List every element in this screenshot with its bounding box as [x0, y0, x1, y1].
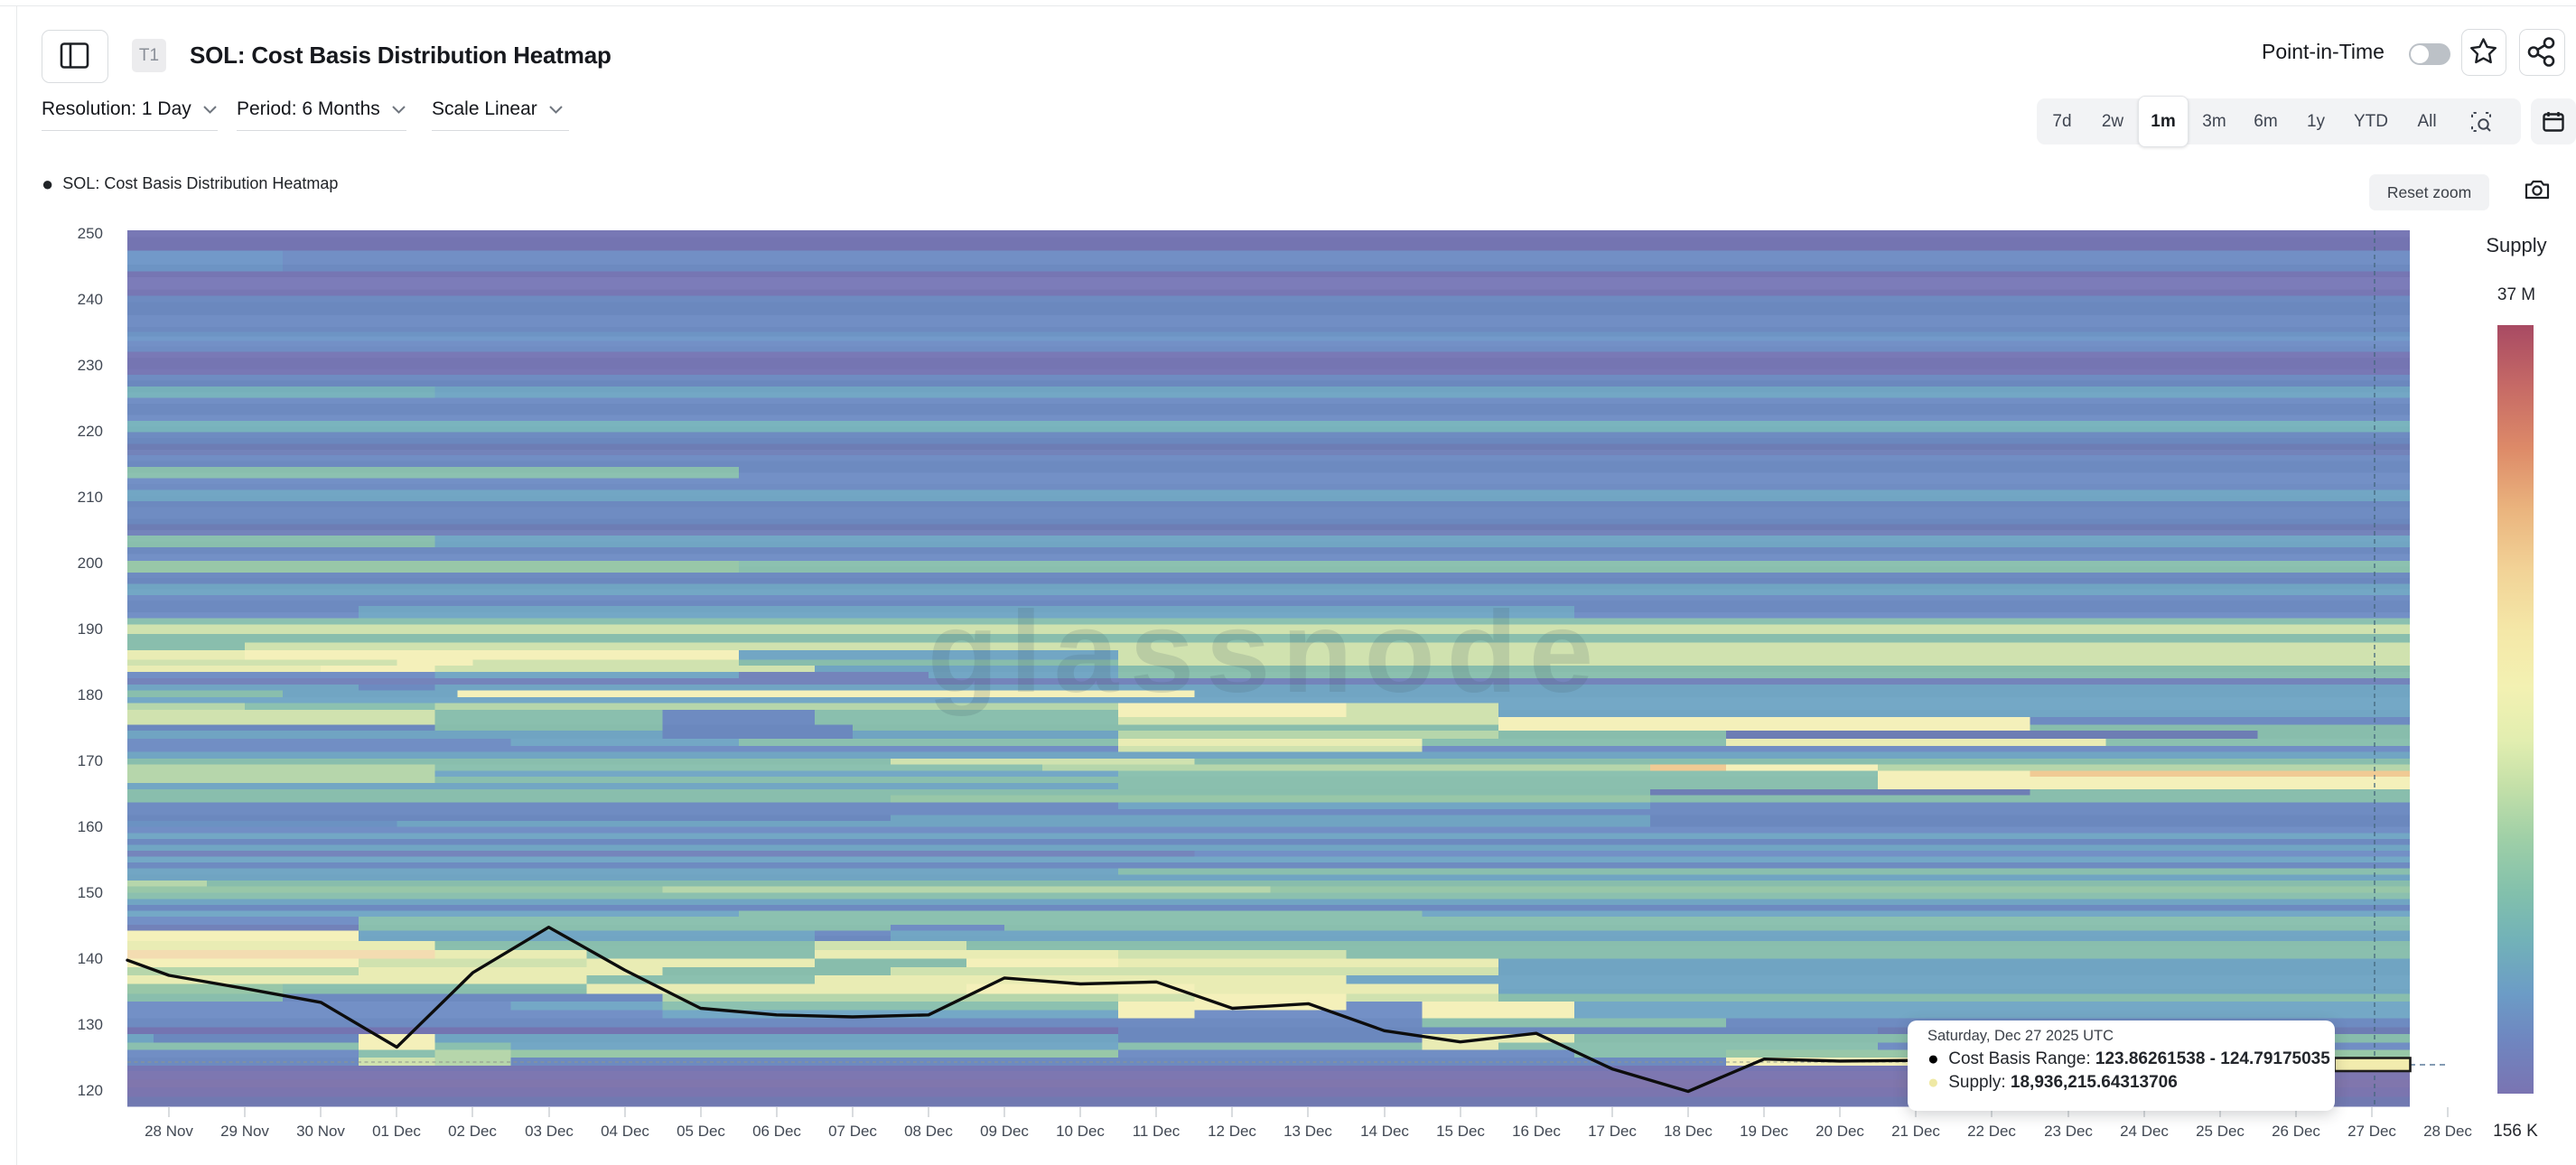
svg-text:21 Dec: 21 Dec: [1891, 1123, 1940, 1140]
svg-text:37 M: 37 M: [2497, 285, 2535, 304]
svg-text:170: 170: [78, 752, 103, 769]
svg-text:10 Dec: 10 Dec: [1056, 1123, 1105, 1140]
svg-text:14 Dec: 14 Dec: [1360, 1123, 1409, 1140]
svg-text:230: 230: [78, 357, 103, 374]
svg-text:07 Dec: 07 Dec: [828, 1123, 877, 1140]
svg-text:240: 240: [78, 291, 103, 308]
svg-text:26 Dec: 26 Dec: [2272, 1123, 2320, 1140]
svg-text:06 Dec: 06 Dec: [752, 1123, 801, 1140]
svg-text:29 Nov: 29 Nov: [220, 1123, 269, 1140]
svg-text:160: 160: [78, 818, 103, 835]
svg-text:09 Dec: 09 Dec: [980, 1123, 1029, 1140]
svg-text:28 Nov: 28 Nov: [145, 1123, 193, 1140]
svg-text:130: 130: [78, 1016, 103, 1033]
svg-text:28 Dec: 28 Dec: [2423, 1123, 2472, 1140]
svg-text:13 Dec: 13 Dec: [1283, 1123, 1332, 1140]
svg-text:01 Dec: 01 Dec: [372, 1123, 421, 1140]
svg-text:19 Dec: 19 Dec: [1740, 1123, 1788, 1140]
svg-text:23 Dec: 23 Dec: [2044, 1123, 2093, 1140]
svg-text:03 Dec: 03 Dec: [525, 1123, 574, 1140]
svg-text:190: 190: [78, 620, 103, 638]
svg-text:180: 180: [78, 686, 103, 704]
svg-text:Supply: Supply: [2486, 234, 2546, 256]
svg-text:16 Dec: 16 Dec: [1512, 1123, 1561, 1140]
svg-text:05 Dec: 05 Dec: [677, 1123, 725, 1140]
svg-text:210: 210: [78, 489, 103, 506]
svg-text:27 Dec: 27 Dec: [2347, 1123, 2396, 1140]
svg-text:150: 150: [78, 884, 103, 901]
svg-text:200: 200: [78, 555, 103, 572]
svg-text:156 K: 156 K: [2493, 1122, 2538, 1141]
svg-text:250: 250: [78, 225, 103, 242]
svg-text:17 Dec: 17 Dec: [1588, 1123, 1637, 1140]
svg-text:12 Dec: 12 Dec: [1208, 1123, 1256, 1140]
svg-text:18 Dec: 18 Dec: [1664, 1123, 1713, 1140]
svg-text:120: 120: [78, 1082, 103, 1099]
svg-text:02 Dec: 02 Dec: [448, 1123, 497, 1140]
svg-text:08 Dec: 08 Dec: [904, 1123, 953, 1140]
svg-text:04 Dec: 04 Dec: [601, 1123, 649, 1140]
svg-text:glassnode: glassnode: [928, 588, 1605, 717]
svg-text:11 Dec: 11 Dec: [1133, 1123, 1181, 1140]
svg-text:15 Dec: 15 Dec: [1436, 1123, 1485, 1140]
svg-text:25 Dec: 25 Dec: [2196, 1123, 2245, 1140]
svg-text:22 Dec: 22 Dec: [1967, 1123, 2016, 1140]
svg-text:20 Dec: 20 Dec: [1815, 1123, 1864, 1140]
svg-text:220: 220: [78, 423, 103, 440]
svg-text:30 Nov: 30 Nov: [296, 1123, 345, 1140]
svg-text:140: 140: [78, 950, 103, 967]
svg-text:24 Dec: 24 Dec: [2120, 1123, 2169, 1140]
